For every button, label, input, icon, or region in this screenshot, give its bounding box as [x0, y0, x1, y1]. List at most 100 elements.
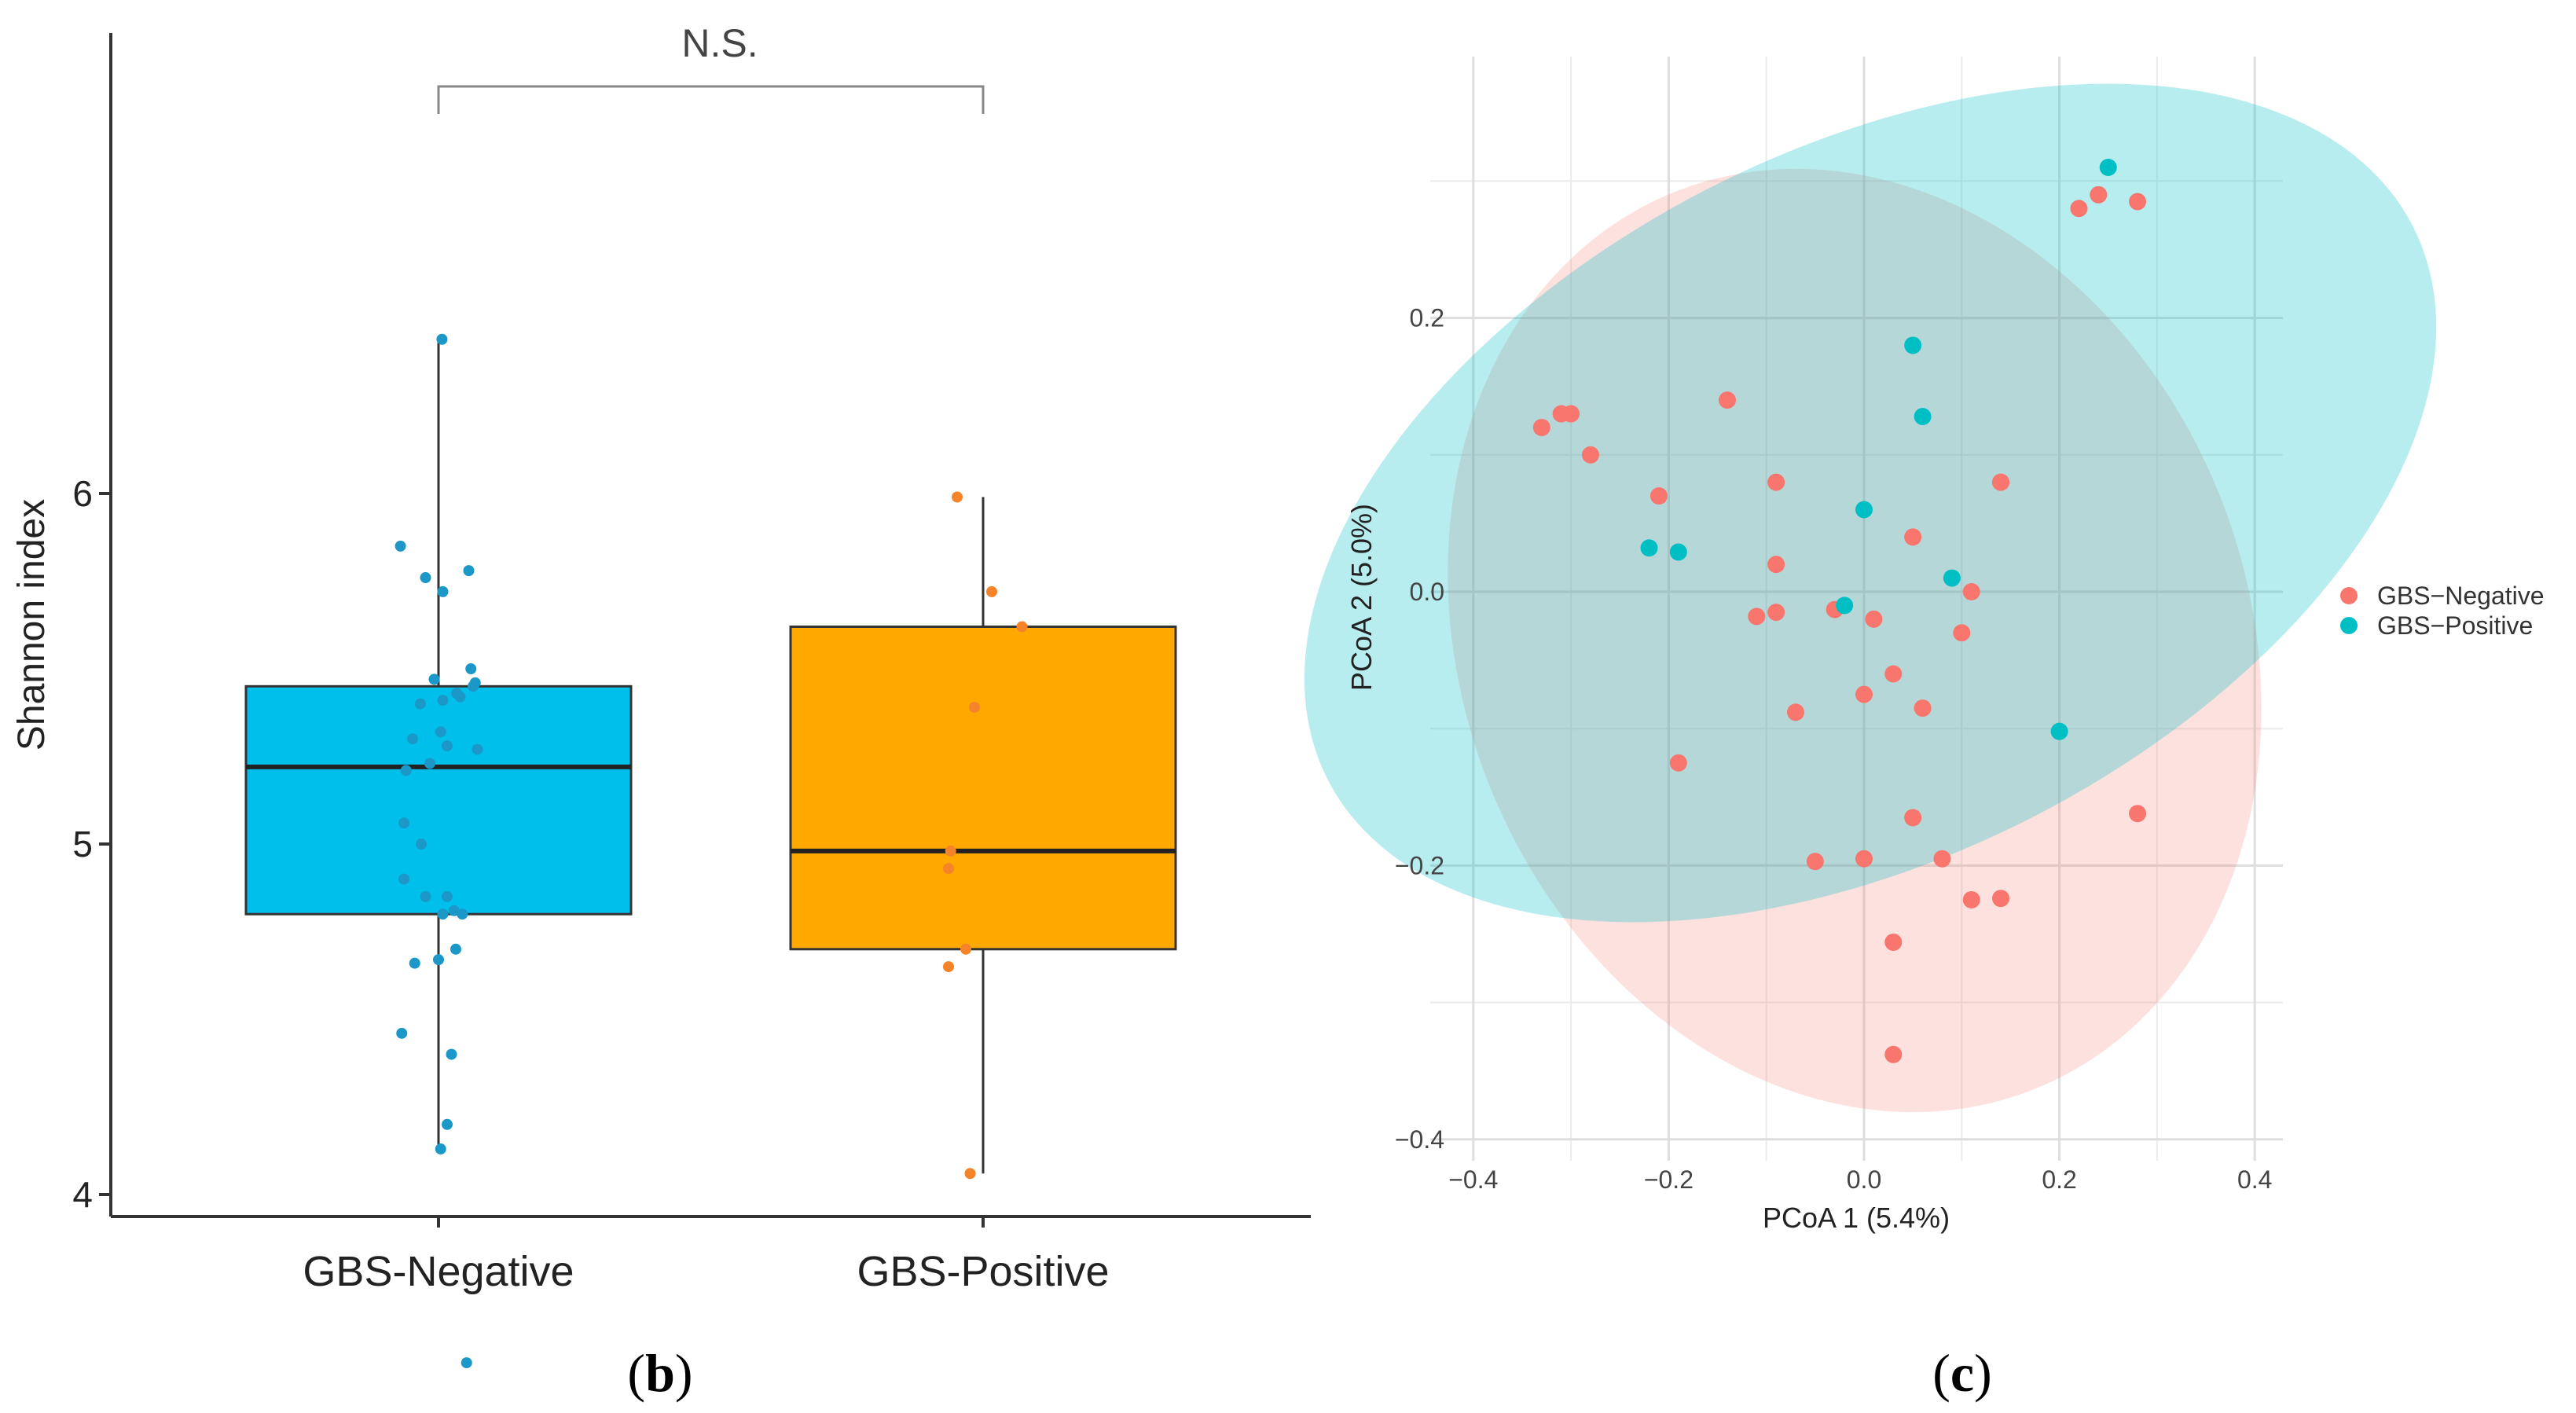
- y-ticks: 4 5 6: [72, 473, 111, 1215]
- grid-layer: [1430, 57, 2283, 1161]
- ellipse-layer: [1304, 83, 2437, 1113]
- data-point: [394, 540, 406, 552]
- ellipse-gbs-negative: [1448, 168, 2262, 1113]
- data-point: [398, 873, 409, 885]
- y-tick-label: 0.2: [1410, 304, 1444, 332]
- data-point: [436, 333, 448, 345]
- scatter-point: [1904, 336, 1922, 354]
- panel-label-c: (c): [1932, 1343, 1992, 1403]
- scatter-point: [1786, 703, 1804, 721]
- y-tick-label: 6: [72, 473, 93, 514]
- scatter-point: [2090, 185, 2108, 204]
- ellipse-gbs-positive: [1304, 83, 2437, 923]
- data-point: [454, 691, 466, 703]
- bracket-line: [437, 85, 985, 114]
- data-point: [463, 565, 475, 577]
- scatter-point: [1933, 850, 1951, 868]
- scatter-point: [1884, 665, 1903, 683]
- data-point: [450, 943, 461, 955]
- box-layer: [244, 343, 1177, 1174]
- box-gbs-negative: [244, 684, 633, 916]
- scatter-point: [1669, 543, 1687, 561]
- scatter-point: [1962, 583, 1980, 600]
- scatter-point: [1884, 933, 1903, 951]
- pcoa-panel: −0.4 −0.2 0.0 0.2 0.4 −0.4 −0.2 0.0 0.2 PCoA 1 (…: [1304, 57, 2545, 1403]
- data-point: [986, 585, 997, 597]
- scatter-point: [1718, 391, 1736, 409]
- scatter-point: [1532, 418, 1550, 436]
- data-point: [400, 765, 412, 776]
- x-tick-label: −0.2: [1644, 1165, 1693, 1194]
- data-point: [433, 954, 444, 966]
- data-point: [435, 1143, 446, 1155]
- scatter-point: [2050, 722, 2068, 740]
- significance-label: N.S.: [681, 21, 758, 65]
- data-point: [424, 758, 435, 769]
- data-point: [442, 740, 453, 752]
- legend-label: GBS−Negative: [2377, 582, 2545, 610]
- scatter-points-layer: [1532, 158, 2147, 1063]
- scatter-point: [1552, 405, 1570, 423]
- x-tick-label: 0.2: [2042, 1165, 2076, 1194]
- data-point: [1016, 621, 1028, 633]
- data-point: [407, 733, 418, 745]
- data-point: [945, 845, 956, 857]
- jitter-points-layer: [394, 333, 1028, 1369]
- y-tick-label: −0.2: [1395, 851, 1444, 879]
- y-tick-label: 0.0: [1410, 578, 1444, 606]
- data-point: [398, 817, 409, 829]
- data-point: [416, 839, 427, 850]
- scatter-point: [2129, 193, 2147, 211]
- scatter-point: [1649, 487, 1668, 505]
- scatter-point: [1767, 556, 1785, 574]
- scatter-point: [1914, 408, 1932, 426]
- pcoa-tick-labels: −0.4 −0.2 0.0 0.2 0.4 −0.4 −0.2 0.0 0.2: [1395, 304, 2273, 1194]
- y-tick-label: −0.4: [1395, 1125, 1444, 1154]
- legend-key: [2340, 617, 2358, 634]
- scatter-point: [1669, 754, 1687, 772]
- data-point: [414, 698, 426, 710]
- scatter-point: [1992, 473, 2010, 491]
- scatter-point: [1581, 446, 1599, 464]
- scatter-point: [2099, 158, 2117, 176]
- y-tick-label: 4: [72, 1174, 93, 1215]
- y-axis-label: Shannon index: [11, 499, 53, 751]
- data-point: [943, 863, 954, 875]
- data-point: [461, 1357, 472, 1369]
- scatter-point: [1640, 539, 1658, 557]
- y-axis-label: PCoA 2 (5.0%): [1345, 504, 1378, 691]
- scatter-point: [1767, 473, 1785, 491]
- scatter-point: [1992, 890, 2010, 908]
- scatter-point: [1953, 624, 1971, 642]
- x-tick-label: GBS-Negative: [303, 1248, 574, 1295]
- data-point: [442, 890, 453, 902]
- significance-bracket: N.S.: [437, 21, 985, 114]
- scatter-point: [1836, 596, 1854, 615]
- data-point: [448, 905, 460, 916]
- data-point: [442, 1118, 453, 1130]
- x-tick-label: 0.0: [1847, 1165, 1881, 1194]
- data-point: [437, 695, 449, 706]
- box-plot-axes: [109, 33, 1311, 1218]
- scatter-point: [1855, 685, 1873, 703]
- data-point: [472, 743, 483, 755]
- data-point: [435, 726, 446, 738]
- scatter-point: [1904, 528, 1922, 546]
- data-point: [969, 702, 980, 714]
- scatter-point: [2070, 200, 2088, 218]
- scatter-point: [1865, 610, 1883, 628]
- data-point: [457, 908, 468, 920]
- data-point: [409, 957, 420, 969]
- scatter-point: [1914, 699, 1932, 718]
- scatter-point: [1904, 809, 1922, 827]
- scatter-point: [1806, 853, 1824, 871]
- legend-label: GBS−Positive: [2377, 611, 2533, 640]
- x-tick-label: 0.4: [2237, 1165, 2272, 1194]
- scatter-point: [1855, 850, 1873, 868]
- box-gbs-positive: [789, 625, 1177, 951]
- scatter-point: [1884, 1045, 1903, 1063]
- x-tick-label: −0.4: [1448, 1165, 1498, 1194]
- scatter-point: [1767, 604, 1785, 622]
